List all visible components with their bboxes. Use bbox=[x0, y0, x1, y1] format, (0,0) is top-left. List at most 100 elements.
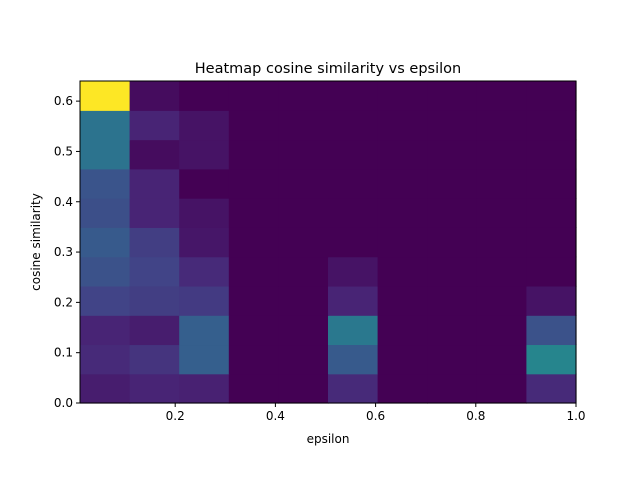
heatmap-cell bbox=[129, 168, 180, 199]
heatmap-cell bbox=[278, 315, 329, 346]
heatmap-cell bbox=[228, 315, 279, 346]
heatmap-cell bbox=[228, 168, 279, 199]
heatmap-cell bbox=[80, 256, 131, 287]
heatmap-cell bbox=[129, 198, 180, 228]
heatmap-cells bbox=[80, 81, 577, 404]
heatmap-cell bbox=[228, 256, 279, 287]
heatmap-cell bbox=[526, 285, 577, 316]
heatmap-cell bbox=[377, 81, 428, 111]
heatmap-cell bbox=[80, 198, 131, 228]
heatmap-cell bbox=[129, 110, 180, 141]
y-tick-label: 0.2 bbox=[54, 295, 73, 309]
heatmap-cell bbox=[80, 285, 131, 316]
heatmap-cell bbox=[129, 373, 180, 404]
heatmap-cell bbox=[278, 256, 329, 287]
heatmap-cell bbox=[80, 315, 131, 346]
heatmap-cell bbox=[427, 198, 478, 228]
heatmap-cell bbox=[476, 256, 527, 287]
heatmap-cell bbox=[526, 373, 577, 404]
heatmap-cell bbox=[427, 344, 478, 375]
x-tick-label: 0.2 bbox=[166, 409, 185, 423]
heatmap-cell bbox=[129, 227, 180, 258]
heatmap-cell bbox=[278, 198, 329, 228]
heatmap-cell bbox=[179, 256, 230, 287]
y-tick-label: 0.0 bbox=[54, 396, 73, 410]
heatmap-cell bbox=[278, 285, 329, 316]
heatmap-cell bbox=[328, 198, 379, 228]
heatmap-cell bbox=[476, 344, 527, 375]
heatmap-cell bbox=[278, 344, 329, 375]
heatmap-cell bbox=[427, 139, 478, 170]
heatmap-cell bbox=[526, 110, 577, 141]
y-tick-label: 0.5 bbox=[54, 144, 73, 158]
y-axis: 0.0 0.1 0.2 0.3 0.4 0.5 0.6 bbox=[54, 94, 80, 410]
heatmap-cell bbox=[476, 227, 527, 258]
heatmap-cell bbox=[526, 227, 577, 258]
heatmap-cell bbox=[228, 285, 279, 316]
heatmap-cell bbox=[179, 198, 230, 228]
y-tick-label: 0.1 bbox=[54, 346, 73, 360]
y-axis-label: cosine similarity bbox=[29, 193, 43, 291]
heatmap-cell bbox=[179, 373, 230, 404]
heatmap-cell bbox=[526, 256, 577, 287]
heatmap-cell bbox=[179, 168, 230, 199]
heatmap-cell bbox=[80, 227, 131, 258]
chart-title: Heatmap cosine similarity vs epsilon bbox=[195, 61, 461, 77]
heatmap-cell bbox=[228, 81, 279, 111]
heatmap-cell bbox=[179, 81, 230, 111]
heatmap-cell bbox=[80, 110, 131, 141]
heatmap-cell bbox=[179, 315, 230, 346]
heatmap-cell bbox=[228, 344, 279, 375]
heatmap-cell bbox=[80, 344, 131, 375]
heatmap-cell bbox=[377, 168, 428, 199]
heatmap-cell bbox=[129, 344, 180, 375]
heatmap-cell bbox=[476, 110, 527, 141]
heatmap-cell bbox=[80, 168, 131, 199]
heatmap-cell bbox=[129, 315, 180, 346]
heatmap-cell bbox=[526, 139, 577, 170]
heatmap-cell bbox=[377, 373, 428, 404]
heatmap-cell bbox=[427, 168, 478, 199]
heatmap-cell bbox=[476, 168, 527, 199]
plot-frame bbox=[79, 80, 577, 404]
heatmap-cell bbox=[328, 110, 379, 141]
heatmap-cell bbox=[179, 227, 230, 258]
x-tick-label: 0.8 bbox=[466, 409, 485, 423]
heatmap-cell bbox=[476, 81, 527, 111]
heatmap-cell bbox=[526, 315, 577, 346]
heatmap-cell bbox=[377, 198, 428, 228]
heatmap-cell bbox=[328, 81, 379, 111]
heatmap-cell bbox=[328, 373, 379, 404]
heatmap-cell bbox=[179, 110, 230, 141]
x-tick-label: 0.4 bbox=[266, 409, 285, 423]
heatmap-cell bbox=[328, 256, 379, 287]
heatmap-cell bbox=[129, 81, 180, 111]
heatmap-cell bbox=[278, 227, 329, 258]
x-tick-label: 0.6 bbox=[366, 409, 385, 423]
heatmap-cell bbox=[526, 344, 577, 375]
heatmap-cell bbox=[377, 139, 428, 170]
heatmap-cell bbox=[129, 139, 180, 170]
heatmap-cell bbox=[427, 256, 478, 287]
heatmap-cell bbox=[228, 139, 279, 170]
heatmap-cell bbox=[476, 285, 527, 316]
y-tick-label: 0.6 bbox=[54, 94, 73, 108]
heatmap-cell bbox=[427, 315, 478, 346]
heatmap-cell bbox=[80, 81, 131, 111]
x-tick-label: 1.0 bbox=[566, 409, 585, 423]
heatmap-cell bbox=[476, 139, 527, 170]
y-tick-label: 0.4 bbox=[54, 195, 73, 209]
heatmap-cell bbox=[278, 168, 329, 199]
heatmap-cell bbox=[526, 81, 577, 111]
heatmap-cell bbox=[328, 227, 379, 258]
heatmap-cell bbox=[526, 198, 577, 228]
heatmap-cell bbox=[377, 227, 428, 258]
heatmap-cell bbox=[476, 198, 527, 228]
heatmap-cell bbox=[427, 81, 478, 111]
heatmap-cell bbox=[427, 227, 478, 258]
heatmap-cell bbox=[179, 344, 230, 375]
heatmap-cell bbox=[80, 139, 131, 170]
heatmap-cell bbox=[427, 373, 478, 404]
